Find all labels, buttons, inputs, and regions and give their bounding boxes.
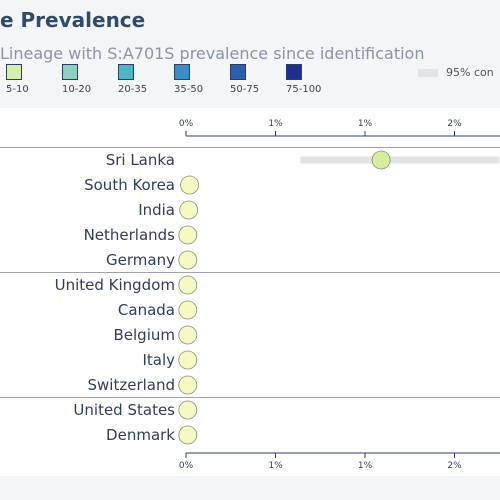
legend-item-50-75: 50-75 bbox=[230, 64, 259, 95]
x-tick-label-bottom: 1% bbox=[358, 461, 373, 471]
legend-label: 5-10 bbox=[6, 84, 29, 95]
legend-label: 10-20 bbox=[62, 84, 92, 95]
ci-swatch bbox=[418, 69, 438, 77]
data-point bbox=[178, 250, 198, 270]
legend-item-10-20: 10-20 bbox=[62, 64, 91, 95]
x-tick-label-top: 2% bbox=[447, 119, 462, 129]
legend-item-5-10: 5-10 bbox=[6, 64, 29, 95]
data-point bbox=[178, 225, 198, 245]
legend-swatch bbox=[62, 64, 78, 80]
data-point bbox=[178, 300, 198, 320]
country-label: Netherlands bbox=[84, 226, 176, 244]
legend-swatch bbox=[230, 64, 246, 80]
legend-swatch bbox=[174, 64, 190, 80]
x-tick-label-top: 1% bbox=[358, 119, 373, 129]
ci-band bbox=[300, 156, 500, 164]
country-label: Canada bbox=[118, 301, 175, 319]
page-title: e Prevalence bbox=[0, 8, 146, 32]
data-point bbox=[178, 375, 198, 395]
legend-swatch bbox=[286, 64, 302, 80]
country-label: Sri Lanka bbox=[106, 151, 175, 169]
data-point bbox=[179, 200, 199, 220]
country-label: Germany bbox=[106, 251, 175, 269]
legend-label: 35-50 bbox=[174, 84, 204, 95]
legend-swatch bbox=[118, 64, 134, 80]
legend-item-20-35: 20-35 bbox=[118, 64, 147, 95]
data-point bbox=[178, 325, 198, 345]
x-tick-label-bottom: 1% bbox=[268, 461, 283, 471]
x-tick-label-top: 0% bbox=[179, 119, 194, 129]
country-label: Belgium bbox=[114, 326, 176, 344]
legend-label: 20-35 bbox=[118, 84, 148, 95]
data-point bbox=[178, 400, 198, 420]
data-point bbox=[178, 275, 198, 295]
legend-label: 75-100 bbox=[286, 84, 322, 95]
data-point bbox=[371, 150, 391, 170]
data-point bbox=[178, 350, 198, 370]
ci-legend-label: 95% con bbox=[446, 66, 494, 79]
legend-swatch bbox=[6, 64, 22, 80]
x-tick-label-bottom: 0% bbox=[179, 461, 194, 471]
country-label: India bbox=[138, 201, 175, 219]
country-label: Italy bbox=[142, 351, 175, 369]
data-point bbox=[178, 425, 198, 445]
country-label: South Korea bbox=[84, 176, 175, 194]
country-label: United States bbox=[73, 401, 175, 419]
legend-item-35-50: 35-50 bbox=[174, 64, 203, 95]
color-legend: 5-10 10-20 20-35 35-50 50-75 75-100 bbox=[0, 64, 500, 100]
country-label: United Kingdom bbox=[55, 276, 175, 294]
x-tick-label-bottom: 2% bbox=[447, 461, 462, 471]
legend-label: 50-75 bbox=[230, 84, 260, 95]
country-label: Denmark bbox=[106, 426, 175, 444]
chart-subtitle: Lineage with S:A701S prevalence since id… bbox=[0, 44, 425, 63]
x-tick-label-top: 1% bbox=[268, 119, 283, 129]
plot-area bbox=[0, 108, 500, 476]
data-point bbox=[180, 175, 199, 195]
legend-item-75-100: 75-100 bbox=[286, 64, 321, 95]
country-label: Switzerland bbox=[88, 376, 176, 394]
